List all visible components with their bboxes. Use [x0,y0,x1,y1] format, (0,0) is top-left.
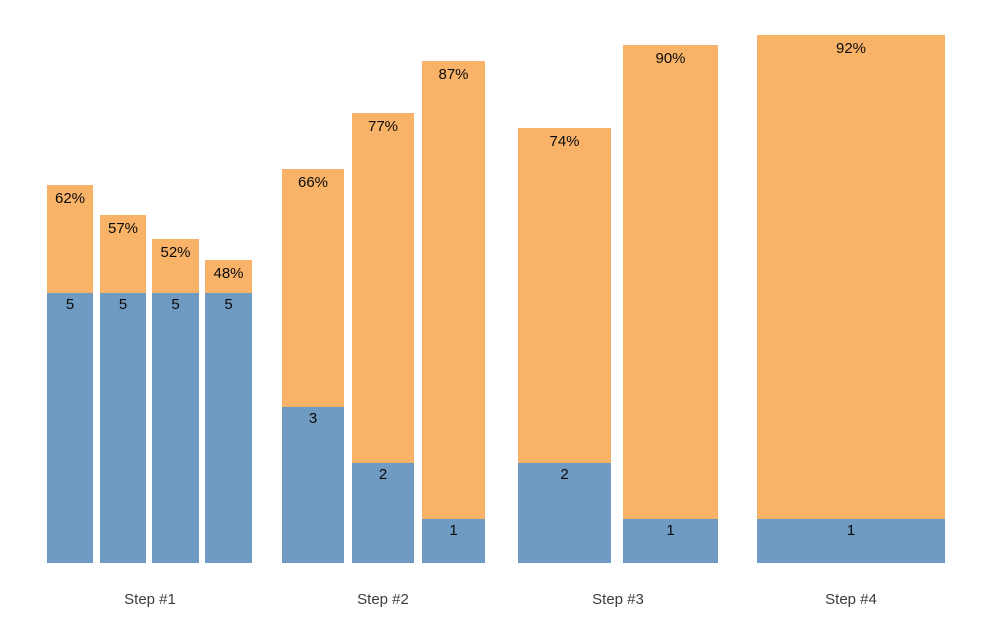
x-axis-category-label: Step #1 [124,591,176,608]
bar: 77% 2 [352,113,414,563]
count-label: 5 [171,296,180,313]
bar-segment-bottom [422,519,485,563]
bar-segment-top [422,61,485,563]
bar: 66% 3 [282,169,344,563]
bar: 57% 5 [100,215,146,563]
x-axis-category-label: Step #3 [592,591,644,608]
count-label: 1 [666,522,675,539]
percent-label: 74% [549,133,580,150]
bar: 74% 2 [518,128,611,563]
bar: 87% 1 [422,61,485,563]
bar-segment-bottom [518,463,611,563]
percent-label: 48% [213,265,244,282]
bar-segment-bottom [623,519,718,563]
percent-label: 92% [835,40,867,57]
percent-label: 90% [655,50,686,67]
percent-label: 62% [54,190,86,207]
x-axis-category-label: Step #4 [825,591,877,608]
bar-segment-top [623,45,718,563]
count-label: 1 [449,522,458,539]
bar-segment-bottom [205,293,252,563]
count-label: 3 [308,410,318,427]
bar: 92% 1 [757,35,945,563]
count-label: 5 [118,296,128,313]
bar: 48% 5 [205,260,252,563]
bar-segment-top [757,35,945,563]
count-label: 5 [224,296,233,313]
percent-label: 66% [297,174,329,191]
bar-segment-bottom [352,463,414,563]
count-label: 2 [560,466,569,483]
bar: 52% 5 [152,239,199,563]
count-label: 1 [846,522,856,539]
percent-label: 52% [160,244,191,261]
bar-segment-bottom [47,293,93,563]
bar-segment-bottom [282,407,344,563]
bar: 62% 5 [47,185,93,563]
count-label: 5 [65,296,75,313]
percent-label: 57% [107,220,139,237]
percent-label: 87% [438,66,469,83]
x-axis-category-label: Step #2 [357,591,409,608]
bar-segment-bottom [100,293,146,563]
bar-segment-bottom [152,293,199,563]
bar-segment-bottom [757,519,945,563]
bar: 90% 1 [623,45,718,563]
count-label: 2 [378,466,388,483]
percent-label: 77% [367,118,399,135]
